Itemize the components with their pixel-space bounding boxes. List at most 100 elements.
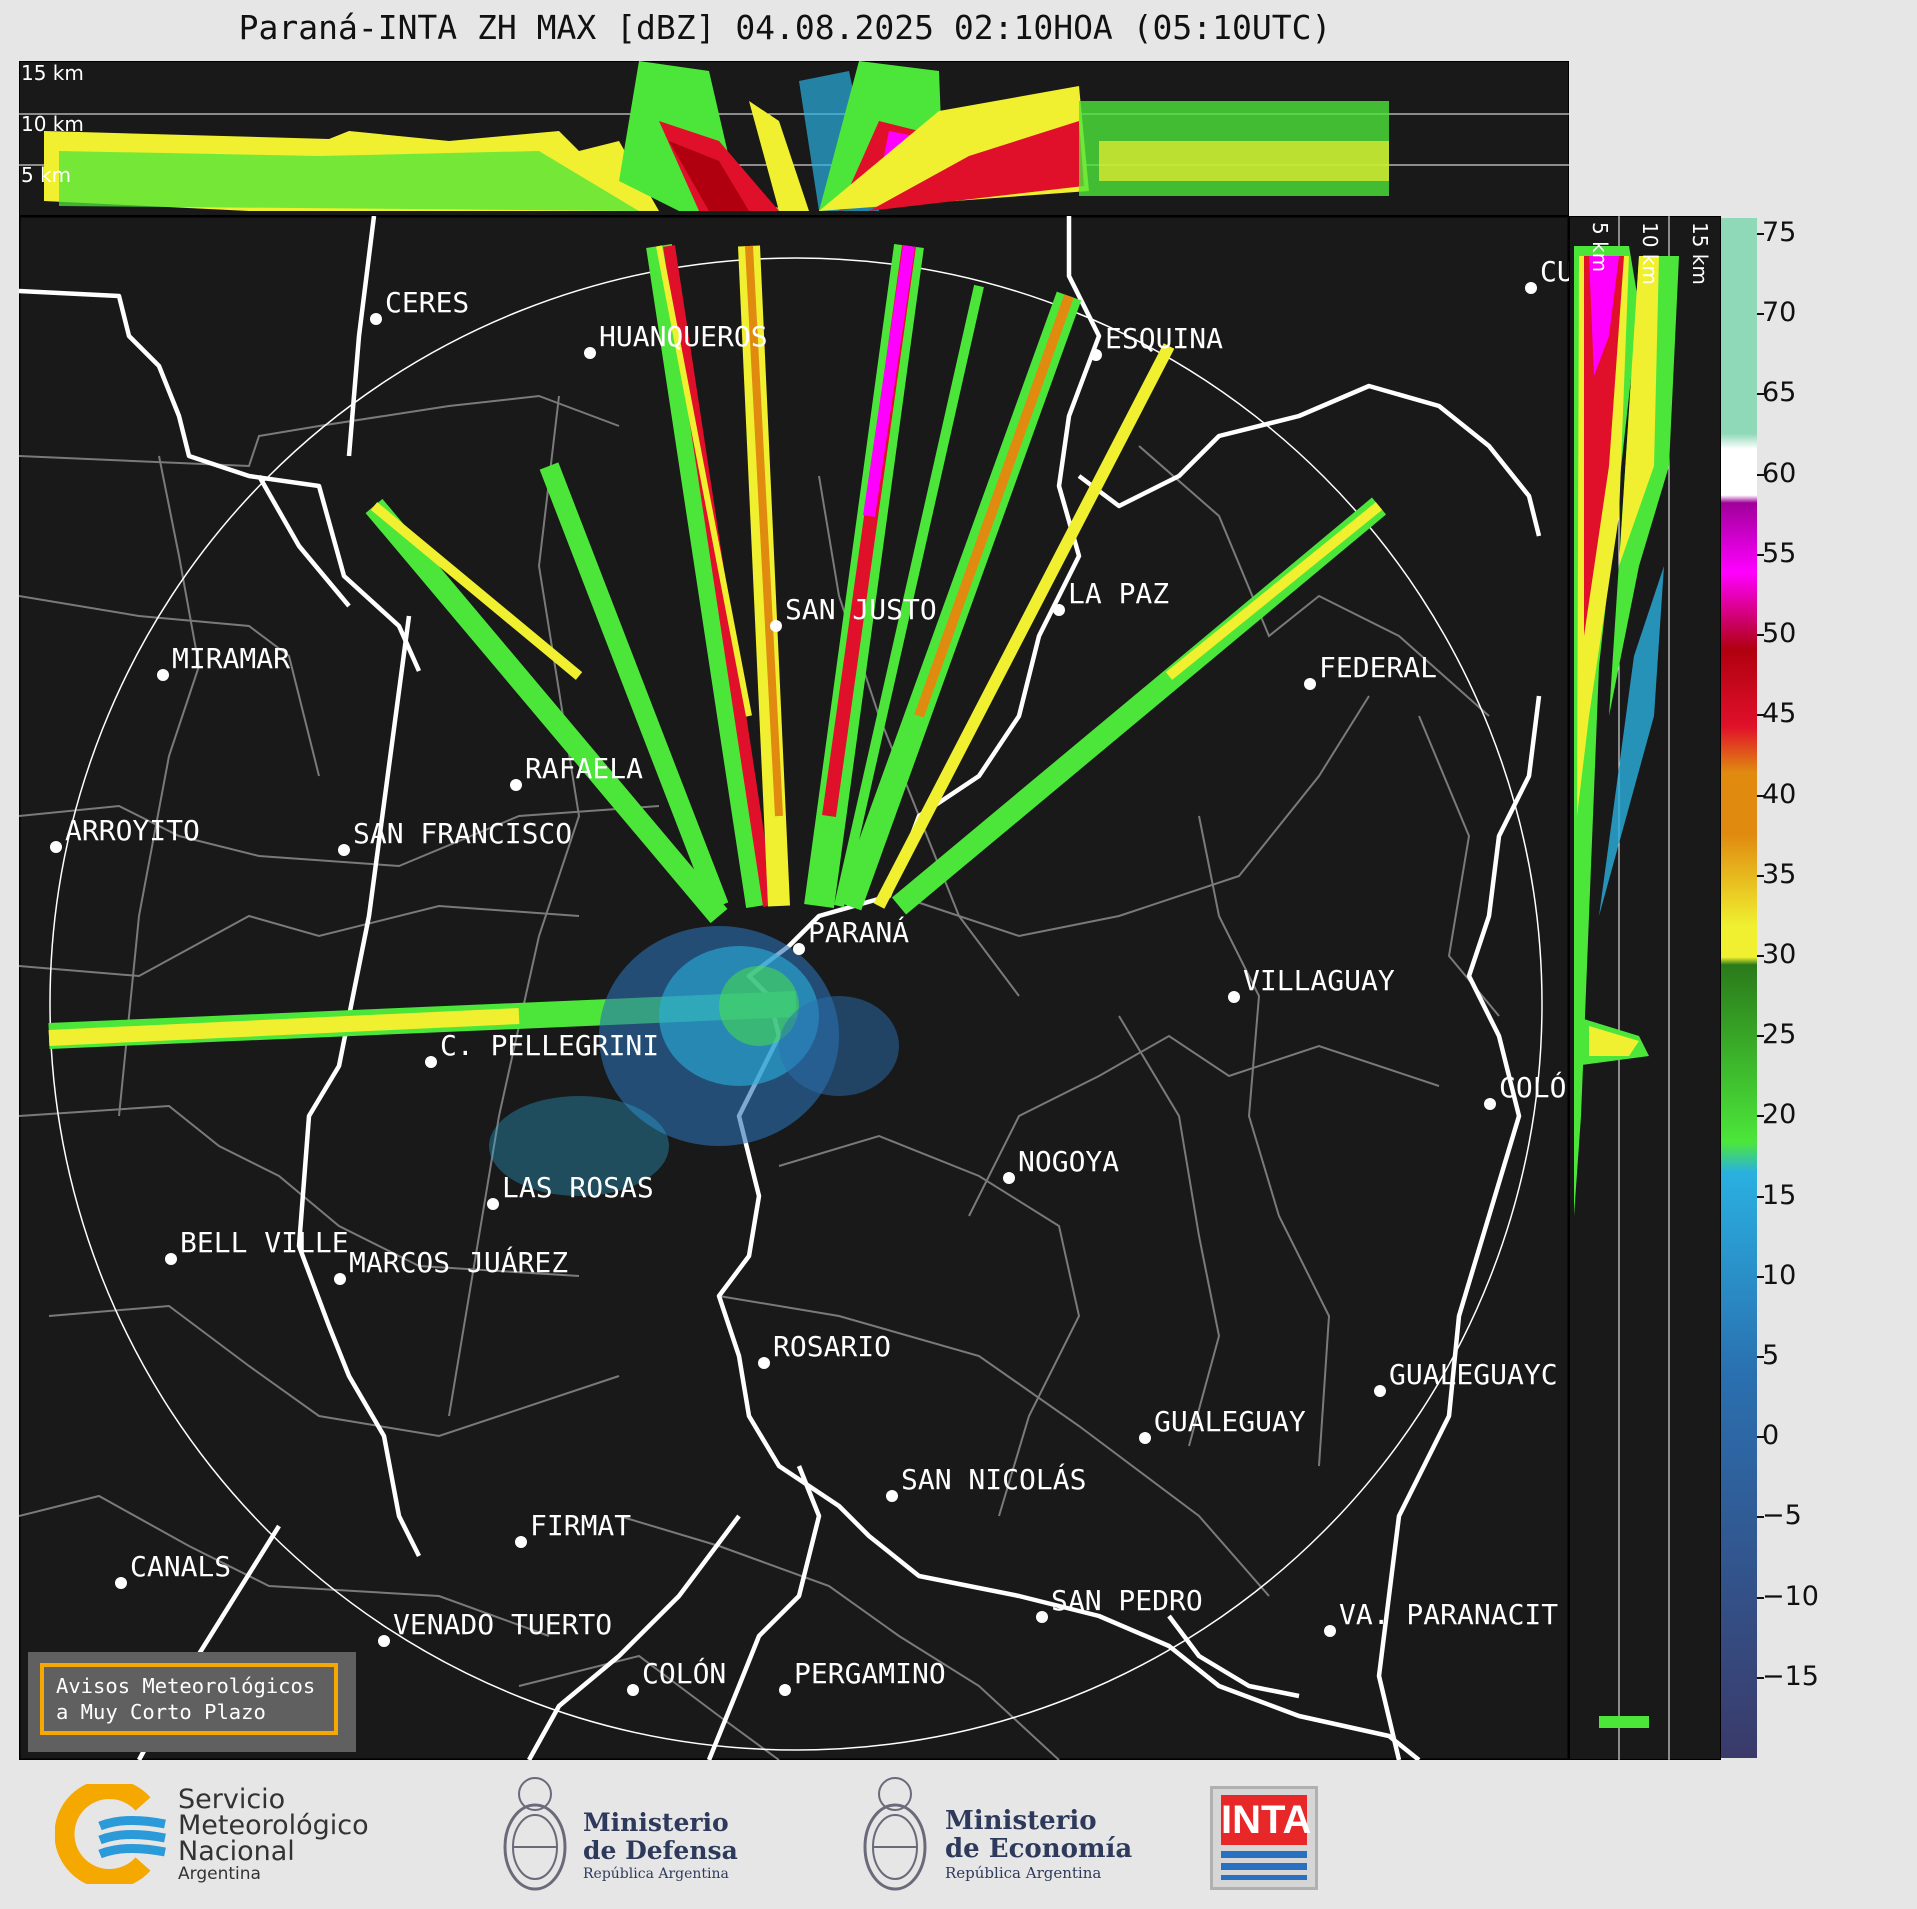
city-label: C. PELLEGRINI <box>440 1029 659 1062</box>
city-marker <box>115 1577 127 1589</box>
city-label: RAFAELA <box>525 752 643 785</box>
city-marker <box>1053 604 1065 616</box>
colorbar-tick-mark <box>1757 233 1764 236</box>
city-label: LA PAZ <box>1068 577 1169 610</box>
top-height-label-5: 5 km <box>21 163 71 187</box>
city-marker <box>770 620 782 632</box>
defensa-line-2: de Defensa <box>583 1836 738 1865</box>
side-height-label-15: 15 km <box>1688 222 1712 285</box>
avisos-line-2: a Muy Corto Plazo <box>56 1700 266 1724</box>
city-marker <box>338 844 350 856</box>
city-label: BELL VILLE <box>180 1226 349 1259</box>
colorbar-tick-mark <box>1757 1676 1764 1679</box>
city-label: CANALS <box>130 1550 231 1583</box>
colorbar-tick-mark <box>1757 393 1764 396</box>
city-marker <box>627 1684 639 1696</box>
top-echo-band <box>44 61 1389 211</box>
top-height-label-10: 10 km <box>21 112 84 136</box>
city-label: CU <box>1540 255 1569 288</box>
clutter-region <box>489 926 899 1196</box>
colorbar-tick-label: 35 <box>1762 858 1797 890</box>
city-label: ARROYITO <box>65 814 200 847</box>
city-marker <box>378 1635 390 1647</box>
side-height-label-5: 5 km <box>1588 222 1612 272</box>
side-height-label-10: 10 km <box>1638 222 1662 285</box>
range-ring <box>49 257 1543 1751</box>
side-cross-section-panel: 5 km 10 km 15 km <box>1569 216 1721 1760</box>
colorbar-tick-mark <box>1757 1195 1764 1198</box>
avisos-badge: Avisos Meteorológicos a Muy Corto Plazo <box>28 1652 356 1752</box>
smn-line-2: Meteorológico <box>178 1810 369 1841</box>
smn-line-1: Servicio <box>178 1784 286 1815</box>
colorbar-tick-label: 65 <box>1762 377 1797 409</box>
colorbar-tick-label: 70 <box>1762 297 1797 329</box>
colorbar-tick-mark <box>1757 473 1764 476</box>
city-marker <box>1304 678 1316 690</box>
city-label: VILLAGUAY <box>1243 964 1395 997</box>
colorbar-tick-label: −15 <box>1762 1660 1819 1692</box>
economia-line-3: República Argentina <box>945 1864 1102 1882</box>
argentina-coat-of-arms-icon <box>503 1777 567 1891</box>
top-height-label-15: 15 km <box>21 61 84 85</box>
city-marker <box>886 1490 898 1502</box>
city-marker <box>515 1536 527 1548</box>
city-marker <box>758 1357 770 1369</box>
colorbar-tick-label: 0 <box>1762 1420 1780 1452</box>
colorbar-tick-label: 30 <box>1762 938 1797 970</box>
colorbar-tick-label: 40 <box>1762 778 1797 810</box>
top-cross-section-panel: 15 km 10 km 5 km <box>19 61 1569 216</box>
city-label: LAS ROSAS <box>502 1171 654 1204</box>
smn-line-4: Argentina <box>178 1864 261 1884</box>
city-marker <box>1324 1625 1336 1637</box>
city-label: PARANÁ <box>808 915 909 949</box>
city-marker <box>165 1253 177 1265</box>
colorbar-tick-mark <box>1757 794 1764 797</box>
city-marker <box>157 669 169 681</box>
colorbar-tick-label: −10 <box>1762 1580 1819 1612</box>
colorbar-tick-mark <box>1757 1355 1764 1358</box>
city-marker <box>370 313 382 325</box>
colorbar-tick-label: 55 <box>1762 537 1797 569</box>
colorbar-tick-label: 10 <box>1762 1259 1797 1291</box>
city-label: HUANQUEROS <box>599 320 768 353</box>
colorbar-tick-mark <box>1757 874 1764 877</box>
colorbar-tick-mark <box>1757 954 1764 957</box>
colorbar-tick-mark <box>1757 1436 1764 1439</box>
city-marker <box>50 841 62 853</box>
colorbar-tick-label: 60 <box>1762 457 1797 489</box>
city-label: COLÓ <box>1499 1070 1566 1104</box>
city-label: FEDERAL <box>1319 651 1437 684</box>
colorbar-tick-label: 5 <box>1762 1339 1780 1371</box>
city-marker <box>1003 1172 1015 1184</box>
department-boundaries <box>19 394 1500 1760</box>
smn-line-3: Nacional <box>178 1836 295 1867</box>
city-markers: CERES HUANQUEROS ESQUINA CU MIRAMAR SAN JUSTO… <box>50 255 1569 1696</box>
city-marker <box>510 779 522 791</box>
city-label: VA. PARANACIT <box>1339 1598 1558 1631</box>
footer-logos: Servicio Meteorológico Nacional Argentin… <box>0 1760 1917 1909</box>
map-title: Paraná-INTA ZH MAX [dBZ] 04.08.2025 02:1… <box>238 8 1332 47</box>
city-marker <box>1139 1432 1151 1444</box>
city-label: MARCOS JUÁREZ <box>349 1245 568 1279</box>
colorbar-tick-mark <box>1757 1596 1764 1599</box>
city-label: SAN JUSTO <box>785 593 937 626</box>
city-label: COLÓN <box>642 1656 726 1690</box>
city-label: VENADO TUERTO <box>393 1608 612 1641</box>
inta-logo-label: INTA <box>1221 1795 1311 1845</box>
city-label: FIRMAT <box>530 1509 631 1542</box>
defensa-line-1: Ministerio <box>583 1808 729 1837</box>
colorbar-tick-mark <box>1757 1115 1764 1118</box>
colorbar <box>1721 218 1757 1758</box>
city-marker <box>1484 1098 1496 1110</box>
city-marker <box>425 1056 437 1068</box>
city-label: MIRAMAR <box>172 642 290 675</box>
economia-line-1: Ministerio <box>945 1806 1097 1836</box>
inta-logo: INTA <box>1210 1786 1318 1890</box>
city-label: NOGOYA <box>1018 1145 1119 1178</box>
colorbar-tick-mark <box>1757 1275 1764 1278</box>
colorbar-tick-label: 15 <box>1762 1179 1797 1211</box>
city-marker <box>1228 991 1240 1003</box>
city-marker <box>793 943 805 955</box>
city-marker <box>1090 349 1102 361</box>
city-label: GUALEGUAYC <box>1389 1358 1558 1391</box>
